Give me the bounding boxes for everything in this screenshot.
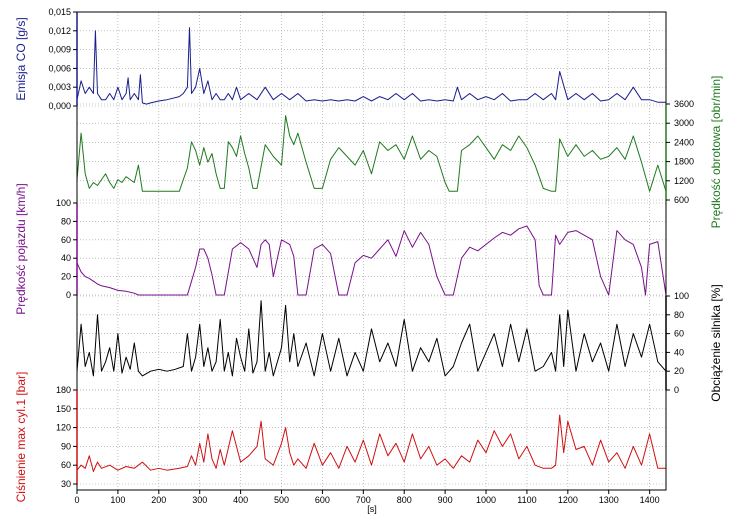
series-line [76, 300, 667, 377]
y-tick-label: 100 [674, 291, 689, 301]
y-tick-label: 30 [61, 479, 71, 489]
x-axis-unit: [s] [367, 504, 377, 514]
x-tick-label: 800 [397, 495, 412, 505]
y-tick-label: 0,003 [48, 82, 71, 92]
series-lines [76, 27, 667, 472]
axes [73, 11, 670, 494]
y-tick-label: 600 [674, 195, 689, 205]
y-tick-label: 60 [61, 460, 71, 470]
x-tick-label: 1100 [517, 495, 536, 505]
y-axis-label: Obciążenie silnika [%] [709, 284, 723, 401]
y-tick-label: 0 [66, 290, 71, 300]
x-tick-label: 600 [315, 495, 330, 505]
y-axis-label: Ciśnienie max cyl.1 [bar] [14, 372, 28, 503]
y-tick-label: 90 [61, 441, 71, 451]
series-line [76, 115, 667, 192]
x-tick-label: 300 [192, 495, 207, 505]
y-tick-label: 20 [61, 272, 71, 282]
y-tick-label: 0 [674, 385, 679, 395]
y-tick-label: 100 [56, 198, 71, 208]
y-tick-label: 80 [61, 216, 71, 226]
y-tick-label: 180 [56, 385, 71, 395]
x-tick-label: 1400 [640, 495, 660, 505]
x-tick-label: 900 [438, 495, 453, 505]
y-tick-label: 1200 [674, 176, 694, 186]
series-line [76, 225, 667, 296]
y-tick-label: 0,009 [48, 45, 71, 55]
x-tick-label: 100 [110, 495, 125, 505]
y-tick-label: 3600 [674, 99, 694, 109]
x-tick-label: 200 [151, 495, 166, 505]
axis-labels: 0 100 200 300 400 500 600 700 800 900 1000 1100 1200… [14, 7, 723, 505]
y-axis-label: Prędkość pojazdu [km/h] [14, 183, 28, 314]
grid [76, 11, 666, 490]
y-tick-label: 20 [674, 366, 684, 376]
y-axis-label: Emisja CO [g/s] [14, 17, 28, 100]
x-tick-label: 700 [356, 495, 371, 505]
y-tick-label: 150 [56, 404, 71, 414]
y-tick-label: 120 [56, 423, 71, 433]
y-tick-label: 60 [674, 329, 684, 339]
x-tick-label: 500 [274, 495, 289, 505]
y-tick-label: 1800 [674, 157, 694, 167]
y-tick-label: 0,015 [48, 7, 71, 17]
plot-frame [76, 11, 667, 491]
y-tick-label: 0,006 [48, 63, 71, 73]
series-line [76, 27, 666, 105]
x-tick-label: 0 [74, 495, 79, 505]
y-tick-label: 0,012 [48, 26, 71, 36]
y-tick-label: 40 [61, 253, 71, 263]
y-tick-label: 80 [674, 310, 684, 320]
x-tick-label: 1200 [558, 495, 578, 505]
y-tick-label: 0,000 [48, 101, 71, 111]
y-tick-label: 2400 [674, 137, 694, 147]
series-line [76, 414, 666, 472]
y-tick-label: 60 [61, 235, 71, 245]
x-tick-label: 1000 [476, 495, 496, 505]
x-tick-label: 400 [233, 495, 248, 505]
x-tick-label: 1300 [599, 495, 619, 505]
y-axis-label: Prędkość obrotowa [obr/min] [709, 76, 723, 229]
y-tick-label: 40 [674, 347, 684, 357]
y-tick-label: 3000 [674, 118, 694, 128]
